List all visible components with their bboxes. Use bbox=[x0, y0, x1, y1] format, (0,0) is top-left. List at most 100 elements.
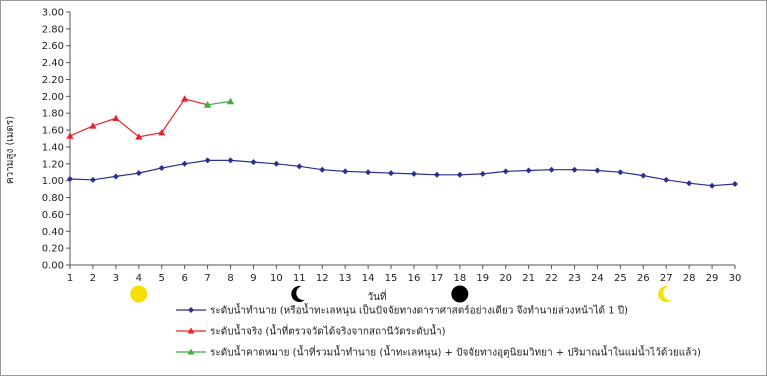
x-tick-label: 9 bbox=[250, 273, 256, 284]
y-axis-ticks: 0.00 0.20 0.40 0.60 0.80 1.00 1.20 1.40 1.60 1.80… bbox=[42, 8, 70, 272]
y-tick-label: 1.20 bbox=[42, 159, 64, 170]
legend-item-expected: ระดับน้ำคาดหมาย (น้ำที่รวมน้ำทำนาย (น้ำท… bbox=[176, 345, 701, 359]
y-tick-label: 3.00 bbox=[42, 8, 64, 19]
x-axis-title: วันที่ bbox=[367, 289, 386, 303]
x-tick-label: 16 bbox=[408, 273, 421, 284]
x-tick-label: 4 bbox=[136, 273, 142, 284]
series-layer bbox=[66, 95, 738, 189]
y-tick-label: 1.80 bbox=[42, 109, 64, 120]
y-tick-label: 2.80 bbox=[42, 24, 64, 35]
series-2 bbox=[203, 97, 235, 108]
data-point bbox=[226, 97, 235, 105]
data-point bbox=[135, 133, 143, 140]
moon-phase-layer bbox=[130, 285, 675, 303]
y-tick-label: 0.80 bbox=[42, 193, 64, 204]
data-point bbox=[525, 167, 532, 174]
x-tick-label: 5 bbox=[159, 273, 165, 284]
y-axis-title: ความสูง (เมตร) bbox=[5, 116, 16, 184]
y-tick-label: 1.00 bbox=[42, 176, 64, 187]
y-tick-label: 2.00 bbox=[42, 92, 64, 103]
data-point bbox=[319, 166, 326, 173]
x-tick-label: 30 bbox=[729, 273, 742, 284]
legend-item-actual: ระดับน้ำจริง (น้ำที่ตรวจวัดได้จริงจากสถา… bbox=[176, 324, 446, 338]
series-line bbox=[207, 100, 231, 106]
x-tick-label: 2 bbox=[90, 273, 96, 284]
x-tick-label: 12 bbox=[316, 273, 329, 284]
data-point bbox=[640, 172, 647, 179]
data-point bbox=[617, 169, 624, 176]
x-tick-label: 24 bbox=[591, 273, 604, 284]
y-tick-label: 1.40 bbox=[42, 142, 64, 153]
x-tick-label: 14 bbox=[362, 273, 375, 284]
x-tick-label: 8 bbox=[227, 273, 233, 284]
x-tick-label: 20 bbox=[499, 273, 512, 284]
data-point bbox=[365, 169, 372, 176]
data-point bbox=[181, 160, 188, 167]
data-point bbox=[158, 128, 166, 136]
x-tick-label: 25 bbox=[614, 273, 627, 284]
data-point bbox=[502, 168, 509, 175]
series-0 bbox=[67, 157, 738, 189]
data-point bbox=[663, 176, 670, 183]
data-point bbox=[571, 166, 578, 173]
data-point bbox=[296, 163, 303, 170]
data-point bbox=[181, 95, 189, 102]
data-point bbox=[203, 101, 212, 108]
legend-marker-triangle-icon bbox=[187, 327, 195, 334]
data-point bbox=[410, 170, 417, 177]
data-point bbox=[66, 132, 74, 139]
x-tick-label: 13 bbox=[339, 273, 352, 284]
data-point bbox=[433, 171, 440, 178]
legend-label-actual: ระดับน้ำจริง (น้ำที่ตรวจวัดได้จริงจากสถา… bbox=[210, 324, 446, 338]
x-tick-label: 27 bbox=[660, 273, 673, 284]
data-point bbox=[89, 176, 96, 183]
x-tick-label: 19 bbox=[476, 273, 489, 284]
x-tick-label: 29 bbox=[706, 273, 719, 284]
new-moon-icon bbox=[451, 285, 469, 303]
y-tick-label: 0.20 bbox=[42, 244, 64, 255]
data-point bbox=[250, 159, 257, 166]
legend: ระดับน้ำทำนาย (หรือน้ำทะเลหนุน เป็นปัจจั… bbox=[176, 303, 701, 359]
data-point bbox=[594, 167, 601, 174]
legend-marker-triangle-icon bbox=[187, 348, 195, 355]
data-point bbox=[388, 170, 395, 177]
data-point bbox=[135, 170, 142, 177]
data-point bbox=[204, 157, 211, 164]
legend-label-predicted: ระดับน้ำทำนาย (หรือน้ำทะเลหนุน เป็นปัจจั… bbox=[210, 303, 628, 317]
data-point bbox=[732, 181, 738, 188]
x-tick-label: 21 bbox=[522, 273, 535, 284]
data-point bbox=[273, 160, 280, 167]
x-tick-label: 28 bbox=[683, 273, 696, 284]
x-tick-label: 23 bbox=[568, 273, 581, 284]
data-point bbox=[89, 122, 97, 129]
y-tick-label: 0.40 bbox=[42, 227, 64, 238]
data-point bbox=[548, 166, 555, 173]
y-tick-label: 0.60 bbox=[42, 210, 64, 221]
x-tick-label: 7 bbox=[204, 273, 210, 284]
x-tick-label: 22 bbox=[545, 273, 558, 284]
x-tick-label: 15 bbox=[385, 273, 398, 284]
x-tick-label: 17 bbox=[431, 273, 444, 284]
series-1 bbox=[66, 95, 212, 140]
y-tick-label: 2.20 bbox=[42, 75, 64, 86]
legend-label-expected: ระดับน้ำคาดหมาย (น้ำที่รวมน้ำทำนาย (น้ำท… bbox=[210, 345, 701, 359]
y-tick-label: 1.60 bbox=[42, 126, 64, 137]
data-point bbox=[342, 168, 349, 175]
crescent-moon-icon bbox=[658, 286, 675, 302]
x-tick-label: 10 bbox=[270, 273, 283, 284]
crescent-moon-icon bbox=[291, 286, 308, 302]
y-tick-label: 2.40 bbox=[42, 58, 64, 69]
data-point bbox=[67, 175, 73, 182]
data-point bbox=[479, 170, 486, 177]
x-tick-label: 6 bbox=[181, 273, 187, 284]
data-point bbox=[112, 114, 120, 122]
data-point bbox=[456, 171, 463, 178]
data-point bbox=[686, 180, 693, 187]
x-tick-label: 18 bbox=[453, 273, 466, 284]
y-tick-label: 0.00 bbox=[42, 261, 64, 272]
y-tick-label: 2.60 bbox=[42, 41, 64, 52]
x-tick-label: 1 bbox=[67, 273, 73, 284]
x-tick-label: 26 bbox=[637, 273, 650, 284]
legend-marker-diamond-icon bbox=[188, 307, 194, 313]
